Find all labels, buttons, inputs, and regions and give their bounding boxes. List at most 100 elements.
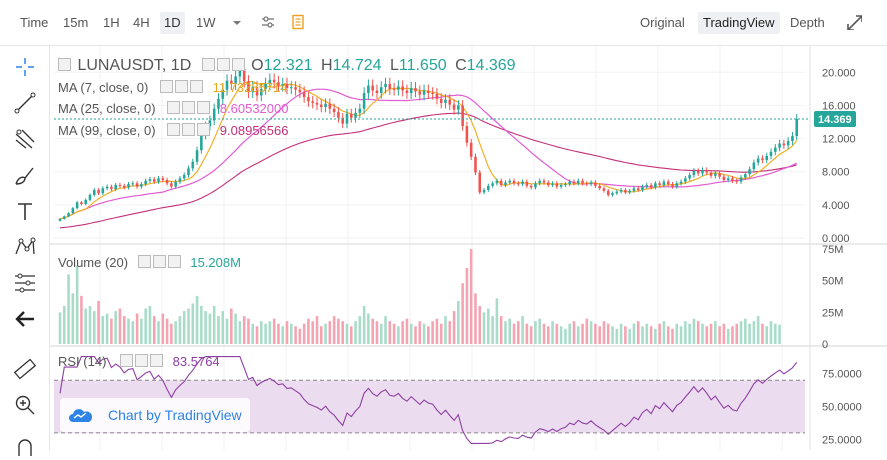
pattern-icon[interactable] xyxy=(12,234,38,260)
candle-body xyxy=(585,183,589,185)
last-price-tag-text: 14.369 xyxy=(818,114,852,126)
candle-body xyxy=(311,101,314,103)
ruler-icon[interactable] xyxy=(12,356,38,382)
interval-4h[interactable]: 4H xyxy=(133,15,150,30)
eye-icon[interactable] xyxy=(167,123,181,136)
ma25-value: 8.60532000 xyxy=(219,101,289,116)
tradingview-watermark[interactable]: Chart by TradingView xyxy=(60,398,250,432)
settings-sliders-icon[interactable] xyxy=(260,14,276,30)
candle-body xyxy=(517,183,520,185)
close-icon[interactable] xyxy=(189,80,203,93)
volume-bar xyxy=(572,321,576,344)
gear-icon[interactable] xyxy=(182,123,196,136)
volume-bar xyxy=(701,323,704,344)
volume-bar xyxy=(165,318,169,344)
candle-body xyxy=(504,182,507,185)
price-tick-label: 4.000 xyxy=(822,200,850,212)
candle-body xyxy=(658,183,661,185)
volume-bar xyxy=(114,311,117,344)
magnet-icon[interactable] xyxy=(12,434,38,460)
close-icon[interactable] xyxy=(197,101,211,114)
volume-tick-label: 50M xyxy=(822,276,843,288)
candle-body xyxy=(217,98,220,109)
volume-bar xyxy=(401,321,404,344)
candle-body xyxy=(92,189,96,195)
candle-body xyxy=(654,183,657,188)
volume-bar xyxy=(448,321,452,344)
candle-body xyxy=(358,108,362,113)
volume-bar xyxy=(422,323,426,344)
zoom-in-icon[interactable] xyxy=(12,392,38,418)
view-tradingview[interactable]: TradingView xyxy=(698,12,780,34)
eye-icon[interactable] xyxy=(159,80,173,93)
interval-1h[interactable]: 1H xyxy=(103,15,120,30)
candle-body xyxy=(114,184,117,190)
chart-area[interactable]: 20.000 16.000 12.000 8.000 4.000 0.000 75M 50M 2… xyxy=(50,46,887,450)
candle-body xyxy=(555,183,559,187)
volume-bar xyxy=(452,311,456,344)
eye-icon[interactable] xyxy=(137,255,151,268)
candle-body xyxy=(58,218,62,221)
trend-line-icon[interactable] xyxy=(12,90,38,116)
candle-body xyxy=(512,180,516,184)
gear-icon[interactable] xyxy=(152,255,166,268)
candle-body xyxy=(212,108,216,121)
volume-bar xyxy=(744,318,747,344)
candle-body xyxy=(144,180,147,185)
close-icon[interactable] xyxy=(150,354,164,367)
candle-body xyxy=(684,178,687,182)
chevron-down-icon[interactable] xyxy=(230,16,246,32)
volume-bar xyxy=(84,308,87,344)
gear-icon[interactable] xyxy=(216,58,230,71)
view-depth[interactable]: Depth xyxy=(790,15,825,30)
candle-body xyxy=(247,81,250,93)
volume-bar xyxy=(495,298,499,344)
gear-icon[interactable] xyxy=(182,101,196,114)
eye-icon[interactable] xyxy=(201,58,215,71)
text-tool-icon[interactable] xyxy=(12,198,38,224)
interval-1w[interactable]: 1W xyxy=(196,15,216,30)
candle-body xyxy=(439,98,443,103)
eye-icon[interactable] xyxy=(167,101,181,114)
volume-bar xyxy=(769,321,773,344)
volume-bar xyxy=(234,313,237,344)
volume-bar xyxy=(718,326,721,344)
close-icon[interactable] xyxy=(231,58,245,71)
volume-bar xyxy=(118,308,122,344)
candle-body xyxy=(448,99,452,105)
collapse-icon[interactable] xyxy=(58,58,71,71)
candles xyxy=(58,62,799,222)
close-icon[interactable] xyxy=(167,255,181,268)
fullscreen-icon[interactable] xyxy=(846,14,862,30)
candle-body xyxy=(709,172,713,176)
volume-bar xyxy=(585,318,589,344)
rsi-tick-label: 75.0000 xyxy=(822,369,862,381)
brush-icon[interactable] xyxy=(12,162,38,188)
pitchfork-icon[interactable] xyxy=(12,126,38,152)
gear-icon[interactable] xyxy=(135,354,149,367)
candle-body xyxy=(778,143,781,148)
time-button[interactable]: Time xyxy=(20,15,49,30)
eye-icon[interactable] xyxy=(120,354,134,367)
crosshair-icon[interactable] xyxy=(12,54,38,80)
close-icon[interactable] xyxy=(197,123,211,136)
candle-body xyxy=(529,185,533,188)
volume-bar xyxy=(692,318,696,344)
close-label: C xyxy=(455,57,467,74)
interval-1d[interactable]: 1D xyxy=(160,12,185,34)
gear-icon[interactable] xyxy=(174,80,188,93)
volume-bar xyxy=(431,321,434,344)
candle-body xyxy=(62,216,66,219)
indicators-icon[interactable] xyxy=(290,14,306,30)
candle-body xyxy=(457,105,460,110)
interval-15m[interactable]: 15m xyxy=(63,15,89,30)
volume-bar xyxy=(242,316,246,344)
back-arrow-icon[interactable] xyxy=(12,306,38,332)
volume-bar xyxy=(722,323,726,344)
volume-bar xyxy=(319,326,323,344)
prediction-icon[interactable] xyxy=(12,270,38,296)
candle-body xyxy=(559,184,563,187)
symbol-title: LUNAUSDT, 1D xyxy=(77,57,192,74)
view-original[interactable]: Original xyxy=(640,15,685,30)
volume-bar xyxy=(161,313,165,344)
